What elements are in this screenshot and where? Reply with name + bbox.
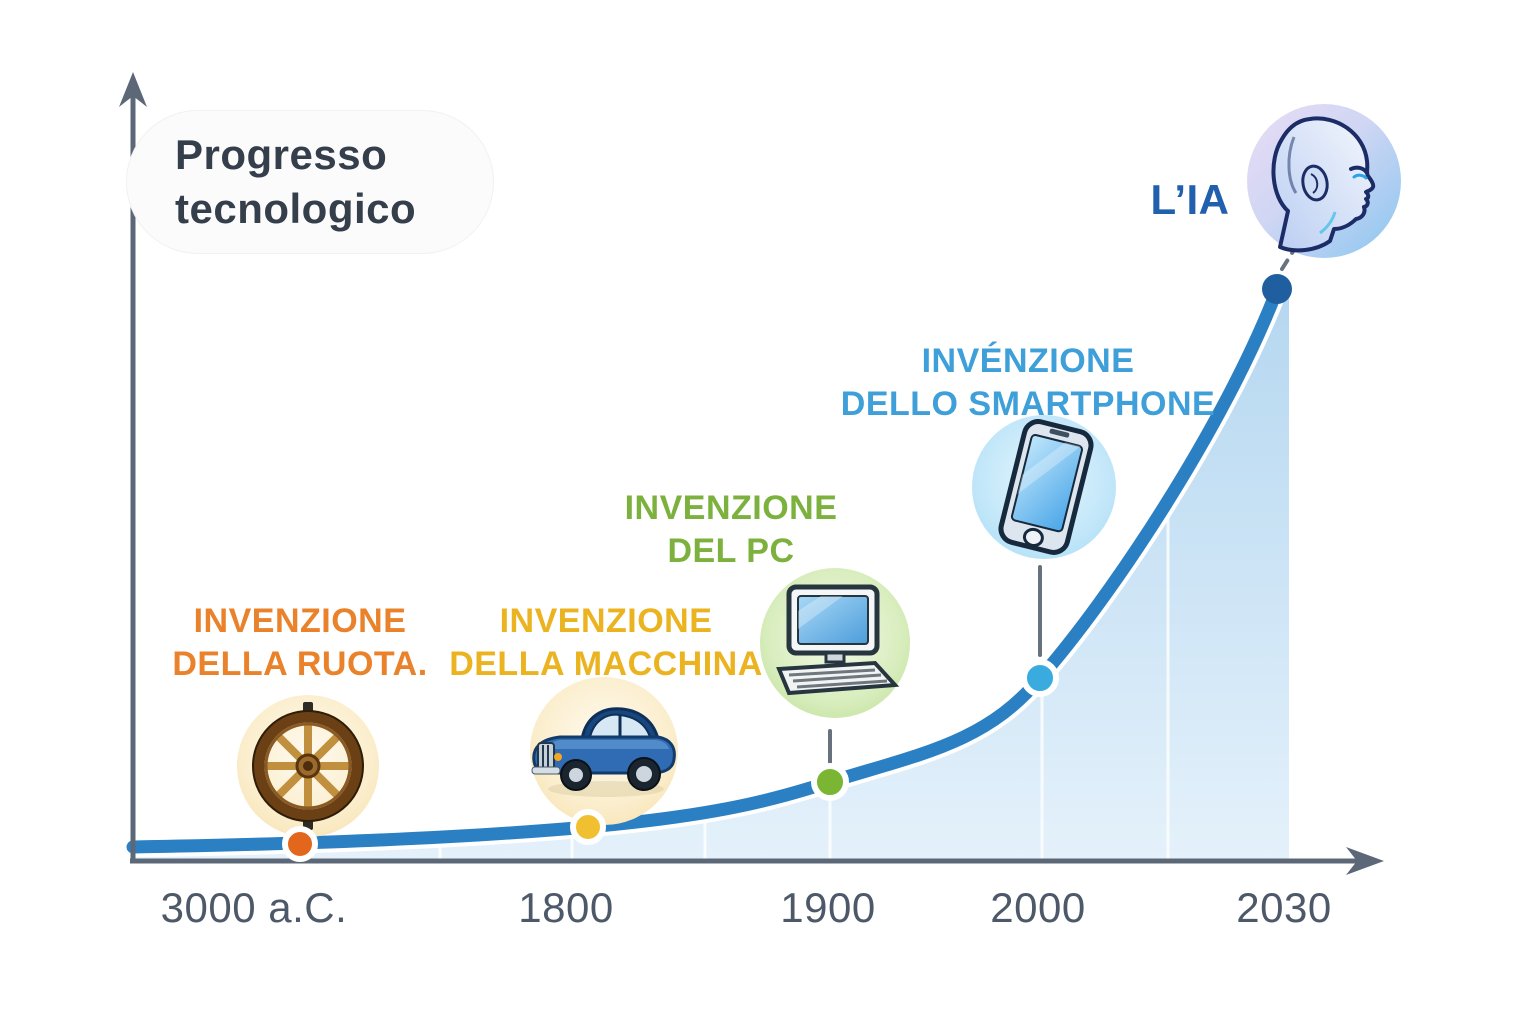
label-invenzione-pc-line1: INVENZIONE bbox=[624, 489, 838, 527]
y-axis bbox=[119, 72, 147, 862]
milestone-dot-pc bbox=[811, 763, 849, 801]
milestone-dot-smartphone bbox=[1021, 659, 1059, 697]
connector-ia bbox=[1280, 235, 1304, 271]
chart-title: Progresso tecnologico bbox=[126, 110, 494, 254]
milestone-dot-macchina bbox=[570, 809, 606, 845]
label-invenzione-smartphone-line1: INVÉNZIONE bbox=[921, 342, 1135, 380]
label-invenzione-pc-line2: DEL PC bbox=[667, 532, 795, 570]
pc-icon bbox=[760, 568, 910, 718]
milestone-dot-ia bbox=[1262, 274, 1292, 304]
label-invenzione-ruota-line2: DELLA RUOTA. bbox=[172, 645, 428, 683]
x-tick-2000: 2000 bbox=[990, 884, 1086, 931]
x-tick-1800: 1800 bbox=[518, 884, 614, 931]
label-invenzione-smartphone: INVÉNZIONE DELLO SMARTPHONE bbox=[798, 340, 1258, 426]
title-line-2: tecnologico bbox=[175, 185, 417, 232]
x-axis bbox=[130, 847, 1384, 875]
x-tick-2030: 2030 bbox=[1236, 884, 1332, 931]
label-invenzione-macchina-line2: DELLA MACCHINA bbox=[449, 645, 763, 683]
label-ia: L’IA bbox=[1150, 176, 1230, 223]
label-invenzione-ruota: INVENZIONE DELLA RUOTA. bbox=[130, 600, 470, 686]
milestone-dot-ruota bbox=[282, 826, 318, 862]
title-line-1: Progresso bbox=[175, 131, 388, 178]
car-icon bbox=[530, 677, 678, 825]
label-invenzione-smartphone-line2: DELLO SMARTPHONE bbox=[840, 385, 1216, 423]
label-invenzione-pc: INVENZIONE DEL PC bbox=[561, 487, 901, 573]
x-tick-3000ac: 3000 a.C. bbox=[160, 884, 348, 931]
ai-head-icon bbox=[1247, 104, 1401, 258]
label-invenzione-ruota-line1: INVENZIONE bbox=[193, 602, 407, 640]
smartphone-icon bbox=[972, 415, 1116, 559]
x-tick-1900: 1900 bbox=[780, 884, 876, 931]
label-invenzione-macchina: INVENZIONE DELLA MACCHINA bbox=[436, 600, 776, 686]
label-invenzione-macchina-line1: INVENZIONE bbox=[499, 602, 713, 640]
wheel-icon bbox=[237, 695, 379, 837]
